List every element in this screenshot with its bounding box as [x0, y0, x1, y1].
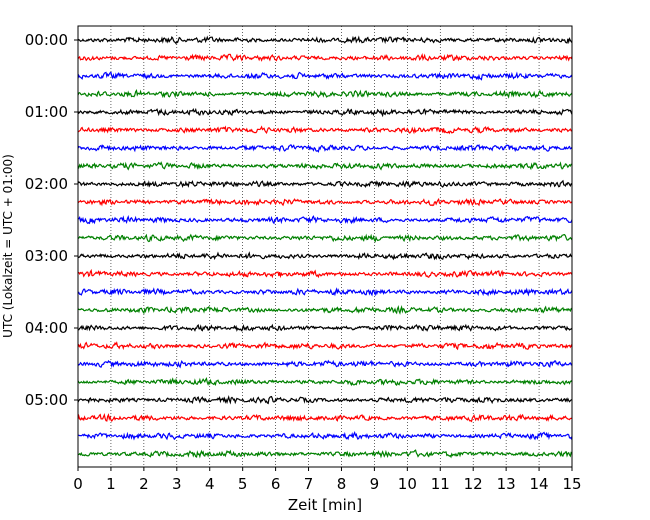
y-tick-label: 03:00	[25, 247, 68, 265]
trace-line	[77, 125, 573, 135]
y-axis-label: UTC (Lokalzeit = UTC + 01:00)	[1, 154, 15, 338]
y-tick-label: 01:00	[25, 103, 68, 121]
trace-line	[77, 197, 573, 207]
x-tick-label: 11	[431, 475, 450, 493]
trace-line	[77, 305, 573, 315]
trace-line	[77, 144, 573, 153]
x-tick-label: 13	[497, 475, 516, 493]
trace-line	[77, 251, 573, 261]
y-axis: 00:00 01:00 02:00 03:00 04:00 05:00	[25, 31, 78, 409]
trace-line	[77, 430, 573, 441]
trace-line	[77, 35, 573, 45]
trace-line	[77, 323, 573, 332]
x-tick-label: 7	[304, 475, 314, 493]
x-axis-label: Zeit [min]	[288, 496, 362, 514]
trace-line	[77, 449, 573, 459]
y-tick-label: 00:00	[25, 31, 68, 49]
x-tick-label: 8	[337, 475, 347, 493]
trace-line	[77, 52, 573, 62]
x-tick-label: 12	[464, 475, 483, 493]
trace-line	[77, 395, 573, 405]
x-axis: 0 1 2 3 4 5 6 7 8 9 10 11 12 13 14 15	[73, 467, 582, 493]
x-tick-label: 3	[172, 475, 182, 493]
trace-line	[77, 71, 573, 81]
x-tick-label: 15	[562, 475, 581, 493]
trace-line	[77, 341, 573, 351]
x-tick-label: 14	[530, 475, 549, 493]
x-tick-label: 1	[106, 475, 116, 493]
x-tick-label: 0	[73, 475, 83, 493]
traces-layer	[77, 35, 573, 459]
x-tick-label: 5	[238, 475, 248, 493]
trace-line	[77, 268, 573, 279]
x-tick-label: 6	[271, 475, 281, 493]
trace-line	[77, 107, 573, 118]
x-tick-label: 10	[398, 475, 417, 493]
y-tick-label: 02:00	[25, 175, 68, 193]
trace-line	[77, 233, 573, 243]
y-tick-label: 04:00	[25, 319, 68, 337]
y-tick-label: 05:00	[25, 391, 68, 409]
trace-line	[77, 89, 573, 99]
trace-line	[77, 377, 573, 387]
x-tick-label: 9	[370, 475, 380, 493]
trace-line	[77, 359, 573, 369]
x-tick-label: 2	[139, 475, 149, 493]
x-tick-label: 4	[205, 475, 215, 493]
trace-line	[77, 287, 573, 297]
trace-line	[77, 413, 573, 423]
trace-line	[77, 161, 573, 171]
plot-frame	[77, 25, 573, 468]
trace-line	[77, 215, 573, 225]
trace-line	[77, 179, 573, 189]
